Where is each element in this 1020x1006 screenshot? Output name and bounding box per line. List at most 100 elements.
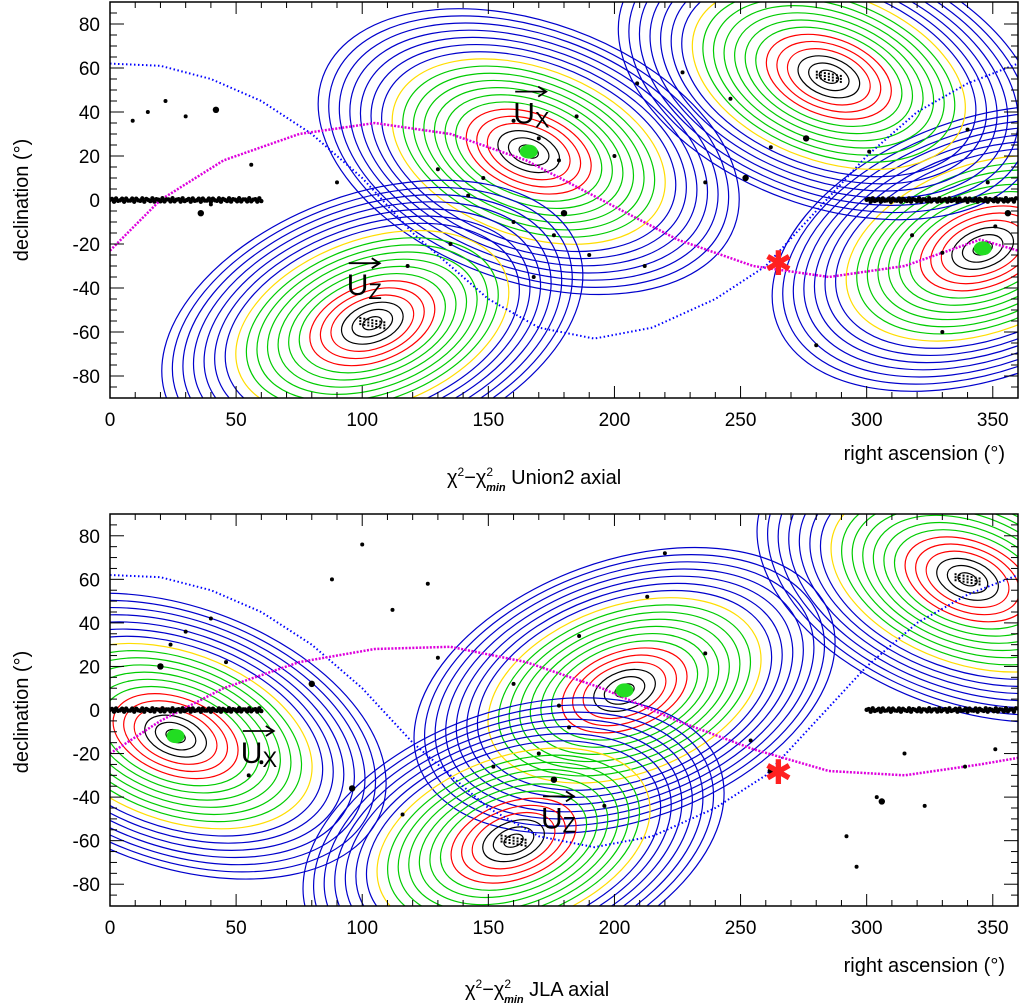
sn-point [902,751,907,756]
sn-point [910,233,915,238]
contour-line [851,514,1018,659]
sn-point [868,709,873,714]
sn-point [577,633,582,638]
sn-point [940,330,945,334]
contour-line [797,55,861,99]
sn-point [212,106,220,114]
contour-line [957,572,978,587]
x-tick-label: 200 [599,918,631,939]
contour-line [803,126,1018,371]
contour-line [110,678,260,794]
sn-point [197,210,204,217]
sn-point [308,680,315,688]
sn-point [435,655,440,660]
minima-markers [359,70,992,330]
sn-point [874,795,879,800]
contour-map-jla [110,514,1018,906]
sn-point [878,709,883,714]
sn-point [208,202,213,207]
contour-line [391,58,666,245]
sn-point [645,594,650,599]
contour-line [529,625,720,755]
contour-line [110,606,366,866]
sn-point [206,706,212,711]
contour-line [455,101,603,202]
sn-point [927,196,932,201]
galactic-plane-curve [110,62,1018,340]
contour-line [497,130,561,174]
contour-line [362,316,383,331]
contour-line [349,29,709,274]
sn-point [927,706,932,711]
sn-point [906,706,912,711]
vector-label: UX [241,725,277,772]
contour-line [476,115,582,188]
sn-point [188,709,193,714]
y-tick-label: 60 [79,59,100,80]
sn-point [556,703,561,708]
sn-point [935,199,940,204]
contour-line [940,219,1018,278]
sn-point [742,174,749,182]
contour-line [883,521,1018,637]
sn-point [728,96,733,101]
supernova-points [130,70,1012,348]
sn-point [405,264,410,268]
contour-line [841,514,1018,666]
contour-line [835,147,1018,349]
contour-line [765,33,892,120]
contour-line [192,201,552,398]
contour-line [344,725,683,906]
sn-point [249,162,254,167]
y-tick-labels: 80 60 40 20 0 -20 -40 -60 -80 [73,527,100,896]
contour-line [110,599,377,873]
sn-ridge [110,706,1018,714]
sn-point [183,629,188,634]
sn-ridge [110,196,1018,204]
x-tick-label: 250 [725,410,757,431]
contour-line [872,514,1018,644]
contour-line [110,621,345,851]
contour-line [450,797,577,884]
vector-arrow-head [265,725,276,737]
panel-title: χ2−χ2 min Union2 axial [447,465,621,494]
sn-point [160,706,165,711]
x-tick-label: 200 [599,410,631,431]
contour-line [317,8,740,296]
sn-point [965,709,970,714]
contour-line [723,5,935,149]
vector-label: UZ [541,790,576,837]
contour-line [235,229,510,398]
sn-point [703,180,708,185]
minimum-green-patch [615,683,634,698]
contour-line [302,697,725,906]
sn-point [129,706,135,711]
minimum-green-patch [973,241,992,256]
sn-point [511,118,516,123]
sn-point [183,114,188,119]
sn-point [878,199,883,204]
contour-line [660,2,998,192]
sn-point [587,253,592,257]
sn-point [973,196,978,201]
contour-line [397,761,630,906]
vector-arrow-head [537,85,548,98]
sn-point [574,114,579,119]
contour-line [203,208,542,398]
sn-point [168,642,173,647]
sn-point [767,767,775,775]
sn-point [259,708,264,714]
contour-line [110,657,292,816]
sn-point [140,196,145,201]
sn-point [140,706,145,711]
sn-point [1003,706,1009,711]
sn-point [748,738,753,743]
x-tick-label: 350 [977,410,1009,431]
contour-line [936,557,999,601]
sn-point [963,706,968,711]
x-tick-label: 350 [977,918,1009,939]
minima-markers [166,573,981,847]
sn-point [259,760,264,765]
contour-line [961,234,1004,263]
